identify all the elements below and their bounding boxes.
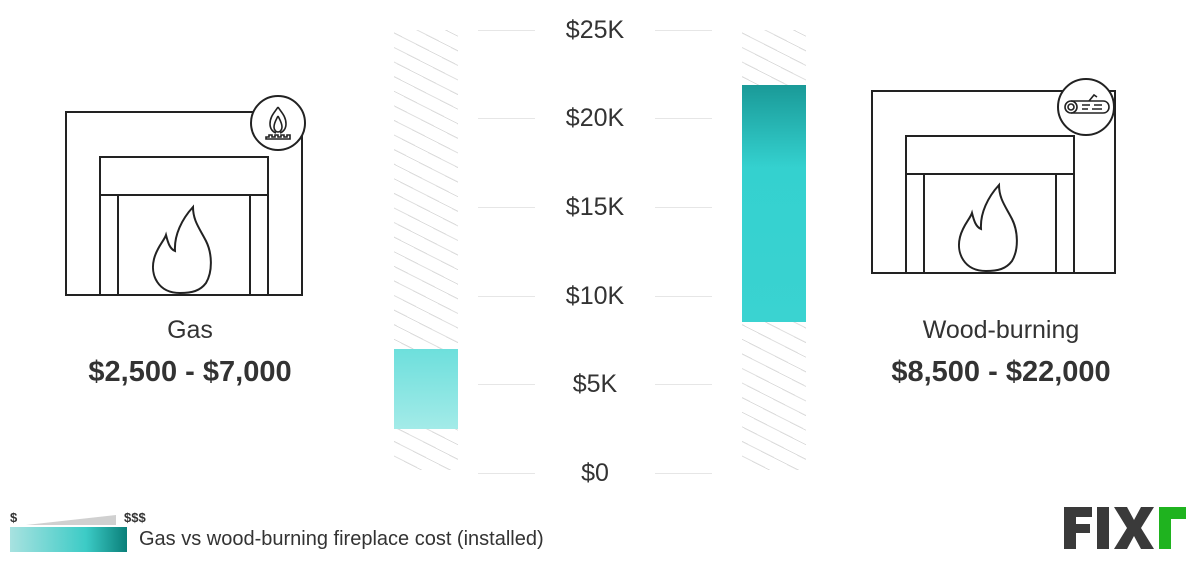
- legend-scale-wedge: [26, 512, 116, 525]
- gas-burner-icon: [249, 94, 307, 152]
- y-tick-5k: $5K: [535, 369, 655, 399]
- legend-high-label: $$$: [124, 510, 146, 525]
- fireplace-icon: [871, 90, 1116, 274]
- y-tick-25k: $25K: [535, 15, 655, 45]
- wood-fireplace-illustration: [866, 85, 1126, 285]
- wood-burning-cost-bar: [742, 85, 806, 322]
- gas-price-range: $2,500 - $7,000: [88, 356, 292, 388]
- legend-gradient-swatch: [10, 527, 127, 552]
- gas-label: Gas: [167, 316, 213, 344]
- y-tick-10k: $10K: [535, 281, 655, 311]
- legend-low-label: $: [10, 510, 18, 525]
- fireplace-icon: [65, 111, 303, 296]
- y-tick-0: $0: [535, 458, 655, 488]
- fixr-logo: [1062, 505, 1192, 551]
- gas-cost-bar: [394, 349, 458, 429]
- y-tick-15k: $15K: [535, 192, 655, 222]
- wood-burning-label: Wood-burning: [922, 316, 1080, 344]
- y-tick-20k: $20K: [535, 103, 655, 133]
- wood-burning-price-range: $8,500 - $22,000: [891, 356, 1111, 388]
- log-icon: [1056, 77, 1116, 137]
- legend-caption: Gas vs wood-burning fireplace cost (inst…: [139, 528, 544, 550]
- gas-fireplace-illustration: [60, 95, 320, 305]
